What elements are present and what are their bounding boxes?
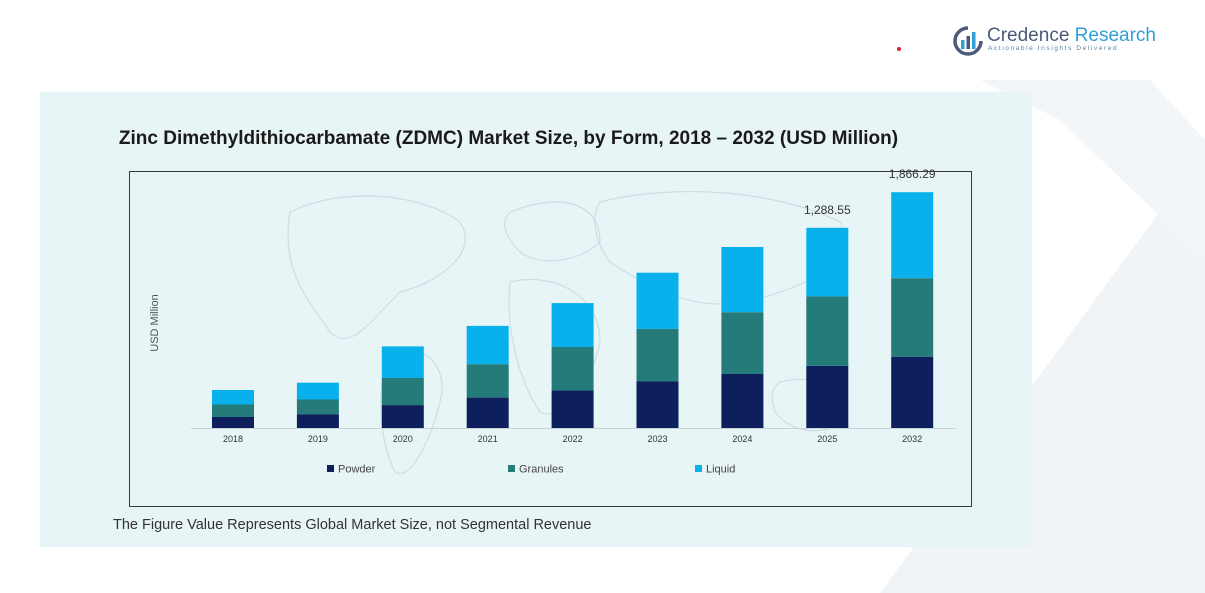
bar-granules-2020 (381, 378, 424, 406)
x-tick-label-2021: 2021 (478, 434, 498, 444)
bar-liquid-2021 (466, 325, 509, 365)
chart-panel (40, 92, 1032, 547)
x-tick-labels: 2018 2019 2020 2021 2022 2023 2024 2025 2032 (223, 434, 922, 444)
legend: Powder Granules Liquid (327, 464, 735, 476)
x-tick-label-2024: 2024 (732, 434, 752, 444)
bar-liquid-2023 (636, 272, 679, 329)
bar-granules-2025 (806, 296, 849, 366)
bar-powder-2032 (891, 356, 934, 428)
y-axis-label: USD Million (149, 294, 161, 351)
bar-powder-2020 (381, 405, 424, 428)
bar-liquid-2025 (806, 227, 849, 297)
world-map-watermark (287, 191, 847, 475)
red-dot-marker (897, 47, 901, 51)
x-tick-label-2032: 2032 (902, 434, 922, 444)
bar-granules-2018 (212, 404, 254, 417)
bar-liquid-2020 (381, 346, 424, 378)
bar-liquid-2018 (212, 390, 254, 405)
bar-liquid-2019 (296, 382, 339, 400)
brand-name-part1: Credence (987, 25, 1070, 46)
bar-liquid-2024 (721, 247, 764, 313)
legend-label-granules: Granules (519, 464, 564, 476)
x-tick-label-2022: 2022 (563, 434, 583, 444)
chart-frame (129, 171, 972, 507)
legend-swatch-powder (327, 465, 334, 472)
legend-swatch-granules (508, 465, 515, 472)
bar-granules-2022 (551, 347, 594, 391)
x-tick-label-2023: 2023 (647, 434, 667, 444)
bar-powder-2024 (721, 373, 764, 428)
x-tick-label-2019: 2019 (308, 434, 328, 444)
bar-powder-2019 (296, 414, 339, 428)
bars-group (212, 192, 934, 428)
x-tick-label-2025: 2025 (817, 434, 837, 444)
bar-powder-2021 (466, 397, 509, 428)
data-label-2025: 1,288.55 (804, 203, 851, 217)
legend-swatch-liquid (695, 465, 702, 472)
bar-powder-2025 (806, 365, 849, 428)
bar-granules-2023 (636, 328, 679, 382)
bar-liquid-2032 (891, 192, 934, 279)
legend-label-powder: Powder (338, 464, 376, 476)
brand-name: Credence Research (987, 25, 1156, 47)
x-tick-label-2020: 2020 (393, 434, 413, 444)
data-labels: 1,288.55 1,866.29 (804, 167, 936, 217)
bar-granules-2032 (891, 278, 934, 357)
data-label-2032: 1,866.29 (889, 167, 936, 181)
x-tick-label-2018: 2018 (223, 434, 243, 444)
brand-tagline: Actionable Insights Delivered (988, 45, 1119, 52)
footnote: The Figure Value Represents Global Marke… (113, 517, 592, 533)
bar-granules-2019 (296, 399, 339, 415)
legend-label-liquid: Liquid (706, 464, 735, 476)
bar-liquid-2022 (551, 303, 594, 347)
chart-title: Zinc Dimethyldithiocarbamate (ZDMC) Mark… (118, 128, 899, 149)
brand-name-part2: Research (1074, 25, 1156, 46)
bar-granules-2024 (721, 312, 764, 374)
bar-powder-2023 (636, 381, 679, 428)
bar-powder-2022 (551, 390, 594, 428)
credence-logo-icon (953, 26, 983, 56)
bar-granules-2021 (466, 364, 509, 398)
brand-logo[interactable]: Credence Research Actionable Insights De… (953, 24, 1156, 58)
bar-powder-2018 (212, 417, 254, 428)
